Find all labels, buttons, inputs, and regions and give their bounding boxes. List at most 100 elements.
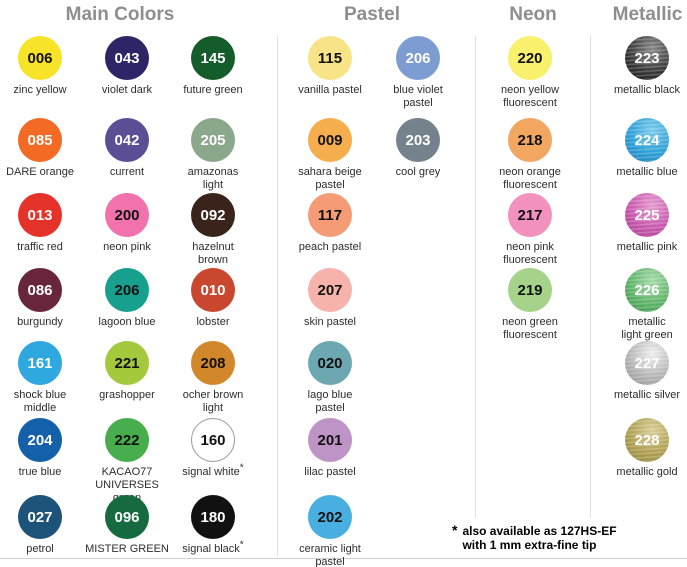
swatch-096: 096 MISTER GREEN [69, 495, 185, 556]
color-circle-224: 224 [625, 118, 669, 162]
color-name-label: amazonas light [187, 166, 239, 191]
color-name-label: traffic red [17, 241, 63, 253]
color-circle-222: 222 [105, 418, 149, 462]
color-circle-206: 206 [396, 36, 440, 80]
color-code: 006 [27, 49, 53, 67]
color-name-label: sahara beige pastel [298, 166, 362, 191]
color-name-label: metallic silver [613, 389, 680, 401]
swatch-085: 085 DARE orange [0, 118, 90, 179]
swatch-220: 220 neon yellow fluorescent [472, 36, 588, 110]
color-circle-206: 206 [105, 268, 149, 312]
swatch-042: 042 current [69, 118, 185, 179]
swatch-013: 013 traffic red [0, 193, 90, 254]
color-name-label: signal black* [182, 539, 244, 555]
color-name-label: cool grey [395, 166, 441, 178]
footnote-text: also available as 127HS-EF with 1 mm ext… [462, 524, 616, 552]
color-name-label: current [109, 166, 145, 178]
color-name-label: ceramic light pastel [299, 543, 361, 567]
color-code: 217 [517, 206, 543, 224]
color-name-label: zinc yellow [13, 84, 67, 96]
color-circle-225: 225 [625, 193, 669, 237]
color-circle-161: 161 [18, 341, 62, 385]
color-name-label: signal white* [182, 462, 244, 478]
color-name-label: metallic black [613, 84, 681, 96]
color-circle-226: 226 [625, 268, 669, 312]
swatch-202: 202 ceramic light pastel [278, 495, 382, 567]
color-name-label: petrol [26, 543, 54, 555]
color-circle-180: 180 [191, 495, 235, 539]
color-name-label: metallic light green [621, 316, 673, 341]
color-circle-043: 043 [105, 36, 149, 80]
swatch-086: 086 burgundy [0, 268, 90, 329]
color-circle-227: 227 [625, 341, 669, 385]
color-code: 201 [317, 431, 343, 449]
color-name-label: lago blue pastel [307, 389, 353, 414]
color-name-label: skin pastel [304, 316, 356, 328]
color-circle-160: 160 [191, 418, 235, 462]
color-code: 219 [517, 281, 543, 299]
color-name-label: neon green fluorescent [502, 316, 558, 341]
color-circle-010: 010 [191, 268, 235, 312]
color-code: 225 [634, 206, 660, 224]
color-circle-207: 207 [308, 268, 352, 312]
swatch-020: 020 lago blue pastel [278, 341, 382, 415]
swatch-010: 010 lobster [163, 268, 263, 329]
swatch-227: 227 metallic silver [599, 341, 687, 402]
color-name-label: neon pink fluorescent [503, 241, 557, 266]
swatch-115: 115 vanilla pastel [278, 36, 382, 97]
color-code: 117 [317, 206, 343, 224]
section-header-pastel: Pastel [344, 4, 400, 25]
color-code: 208 [200, 354, 226, 372]
section-header-main-colors: Main Colors [65, 4, 175, 25]
color-name-label: lagoon blue [98, 316, 156, 328]
swatch-161: 161 shock blue middle [0, 341, 90, 415]
color-circle-201: 201 [308, 418, 352, 462]
footnote: * also available as 127HS-EF with 1 mm e… [452, 522, 667, 552]
color-name-label: hazelnut brown [192, 241, 234, 266]
swatch-219: 219 neon green fluorescent [472, 268, 588, 342]
color-code: 086 [27, 281, 53, 299]
color-code: 206 [405, 49, 431, 67]
color-circle-086: 086 [18, 268, 62, 312]
swatch-027: 027 petrol [0, 495, 90, 556]
swatch-145: 145 future green [163, 36, 263, 97]
swatch-206: 206 blue violet pastel [366, 36, 470, 110]
swatch-200: 200 neon pink [69, 193, 185, 254]
color-code: 043 [114, 49, 140, 67]
color-code: 009 [317, 131, 343, 149]
swatch-206: 206 lagoon blue [69, 268, 185, 329]
color-code: 227 [634, 354, 660, 372]
color-code: 160 [200, 431, 226, 449]
color-code: 115 [317, 49, 343, 67]
swatch-160: 160 signal white* [163, 418, 263, 479]
color-name-label: metallic gold [616, 466, 678, 478]
color-name-label: DARE orange [6, 166, 74, 178]
color-circle-223: 223 [625, 36, 669, 80]
swatch-217: 217 neon pink fluorescent [472, 193, 588, 267]
color-circle-006: 006 [18, 36, 62, 80]
color-code: 096 [114, 508, 140, 526]
swatch-006: 006 zinc yellow [0, 36, 90, 97]
color-name-label: lobster [196, 316, 230, 328]
swatch-204: 204 true blue [0, 418, 90, 479]
color-name-label: neon pink [103, 241, 151, 253]
swatch-203: 203 cool grey [366, 118, 470, 179]
color-code: 205 [200, 131, 226, 149]
color-code: 027 [27, 508, 53, 526]
swatch-117: 117 peach pastel [278, 193, 382, 254]
swatch-218: 218 neon orange fluorescent [472, 118, 588, 192]
swatch-009: 009 sahara beige pastel [278, 118, 382, 192]
color-code: 180 [200, 508, 226, 526]
color-name-label: neon yellow fluorescent [500, 84, 560, 109]
color-code: 206 [114, 281, 140, 299]
color-name-label: grashopper [99, 389, 155, 401]
swatch-223: 223 metallic black [599, 36, 687, 97]
footnote-asterisk-icon: * [452, 522, 458, 538]
color-code: 220 [517, 49, 543, 67]
color-name-label: vanilla pastel [298, 84, 362, 96]
section-header-metallic: Metallic [612, 4, 683, 25]
color-circle-027: 027 [18, 495, 62, 539]
color-circle-217: 217 [508, 193, 552, 237]
color-code: 207 [317, 281, 343, 299]
